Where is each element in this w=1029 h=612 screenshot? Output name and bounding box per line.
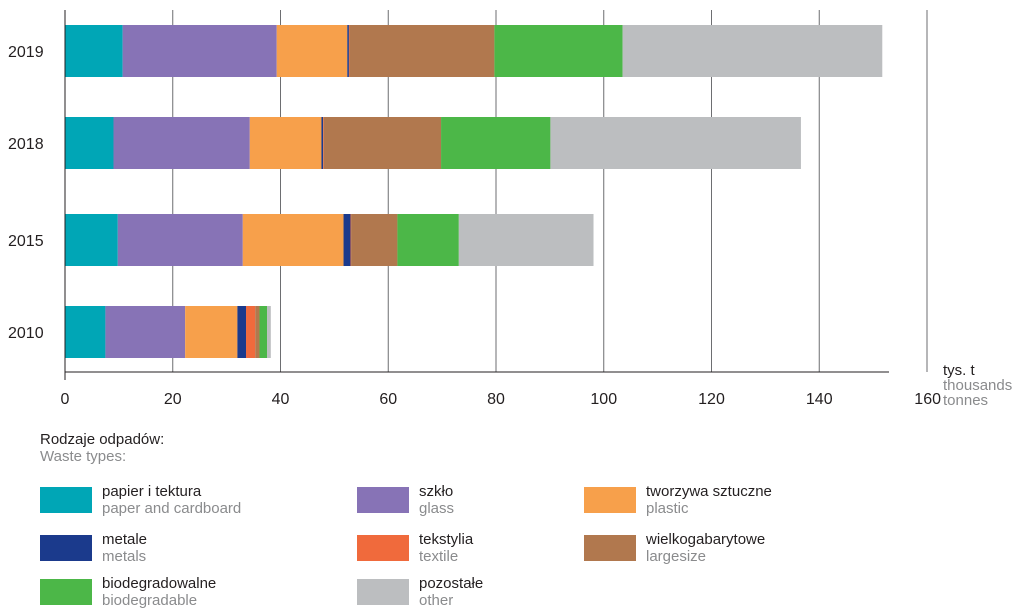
bar-segment (397, 214, 459, 266)
legend-label-largesize-en: largesize (646, 548, 707, 565)
bar-segment (105, 306, 186, 358)
x-tick-label: 160 (914, 391, 941, 408)
bar-segment (458, 214, 594, 266)
legend-label-plastic-pl: tworzywa sztuczne (646, 483, 772, 500)
legend-title-pl: Rodzaje odpadów: (40, 431, 165, 448)
legend-label-textile-en: textile (419, 548, 459, 565)
bar-segment (441, 117, 551, 169)
x-tick-label: 0 (61, 391, 70, 408)
x-tick-label: 140 (806, 391, 833, 408)
y-tick-label: 2015 (8, 233, 44, 250)
legend-label-paper-pl: papier i tektura (102, 483, 202, 500)
legend-swatch-textile (357, 535, 409, 561)
legend-swatch-plastic (584, 487, 636, 513)
legend-label-paper-en: paper and cardboard (102, 500, 242, 517)
bar-segment (259, 306, 268, 358)
bar-segment (65, 306, 106, 358)
bar-segment (255, 306, 260, 358)
bar-segment (347, 25, 349, 77)
bar-segment (65, 25, 123, 77)
bar-segment (237, 306, 247, 358)
legend-label-metals-en: metals (102, 548, 147, 565)
legend-swatch-glass (357, 487, 409, 513)
bar-segment (350, 214, 352, 266)
x-tick-label: 20 (164, 391, 182, 408)
bar-segment (349, 25, 495, 77)
y-tick-label: 2019 (8, 44, 44, 61)
y-tick-label: 2018 (8, 136, 44, 153)
bar-segment (351, 214, 398, 266)
x-tick-label: 60 (379, 391, 397, 408)
bar-segments (65, 25, 883, 358)
bar-segment (343, 214, 351, 266)
bar-segment (494, 25, 623, 77)
x-tick-label: 40 (272, 391, 290, 408)
bar-segment (550, 117, 801, 169)
legend-swatch-largesize (584, 535, 636, 561)
y-axis-labels: 2019 2018 2015 2010 (8, 44, 44, 342)
x-tick-label: 120 (698, 391, 725, 408)
bar-segment (185, 306, 238, 358)
y-tick-label: 2010 (8, 325, 44, 342)
bar-segment (323, 117, 442, 169)
unit-label-en-line2: tonnes (943, 392, 988, 409)
legend-label-plastic-en: plastic (646, 500, 689, 517)
legend-label-largesize-pl: wielkogabarytowe (646, 531, 766, 548)
legend-swatch-other (357, 579, 409, 605)
bar-segment (113, 117, 250, 169)
legend-title: Rodzaje odpadów: Waste types: (40, 431, 164, 465)
x-axis-labels: 0 20 40 60 80 100 120 140 160 (61, 391, 942, 408)
bar-segment (249, 117, 322, 169)
bar-segment (321, 117, 324, 169)
legend-label-biodegradable-en: biodegradable (102, 592, 198, 609)
legend-swatch-biodegradable (40, 579, 92, 605)
legend-label-glass-en: glass (419, 500, 455, 517)
bar-segment (348, 25, 350, 77)
legend-label-textile-pl: tekstylia (419, 531, 474, 548)
bar-segment (242, 214, 344, 266)
legend-swatch-metals (40, 535, 92, 561)
legend-label-other-en: other (419, 592, 454, 609)
unit-label: tys. t thousands tonnes (943, 362, 1012, 409)
legend-swatch-paper (40, 487, 92, 513)
stacked-bar-chart: 2019 2018 2015 2010 0 20 40 60 80 100 120 140 160 t… (8, 10, 1012, 409)
x-tick-label: 100 (590, 391, 617, 408)
legend-label-glass-pl: szkło (419, 483, 454, 500)
unit-label-en-line1: thousands (943, 377, 1012, 394)
bar-segment (122, 25, 277, 77)
bar-segment (323, 117, 324, 169)
legend-label-other-pl: pozostałe (419, 575, 484, 592)
bar-segment (65, 214, 118, 266)
bar-segment (246, 306, 256, 358)
bar-segment (65, 117, 114, 169)
bar-segment (117, 214, 243, 266)
bar-segment (276, 25, 348, 77)
unit-label-pl: tys. t (943, 362, 976, 379)
legend-label-biodegradable-pl: biodegradowalne (102, 575, 217, 592)
bar-segment (622, 25, 883, 77)
legend-title-en: Waste types: (40, 448, 127, 465)
bar-segment (267, 306, 271, 358)
legend-label-metals-pl: metale (102, 531, 148, 548)
x-tick-label: 80 (487, 391, 505, 408)
